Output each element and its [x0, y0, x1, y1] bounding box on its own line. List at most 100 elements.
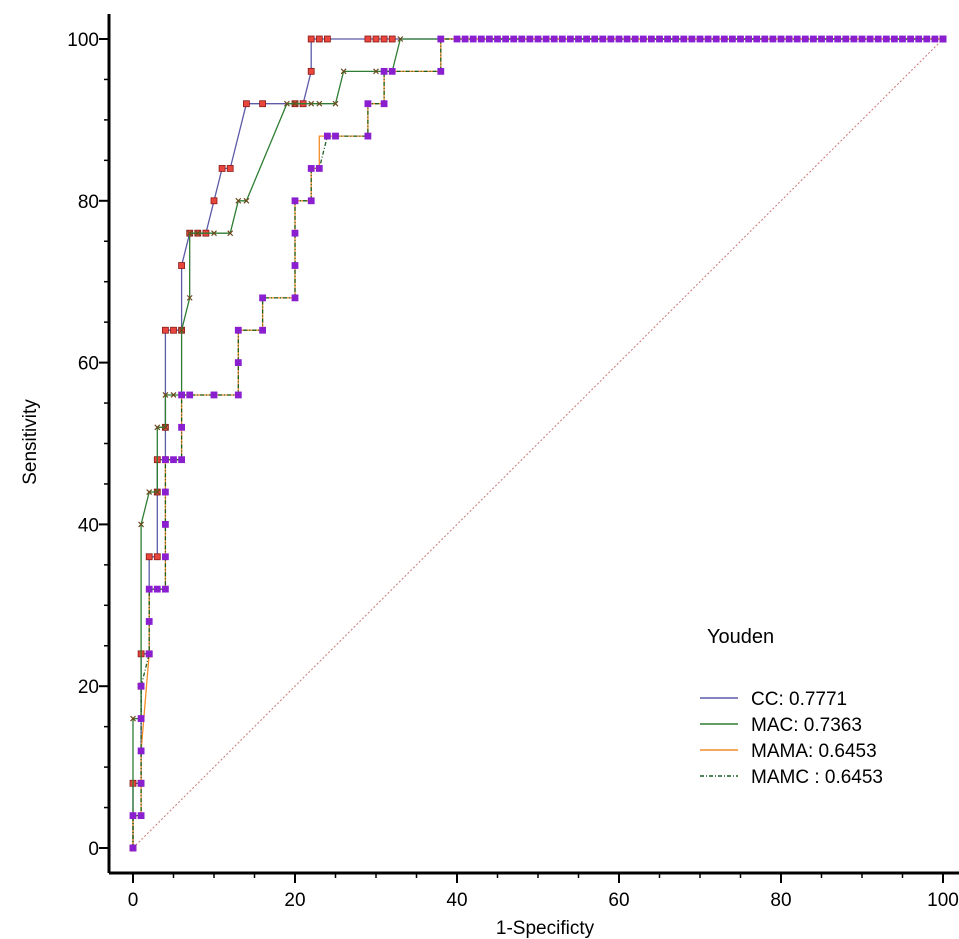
series-point: [810, 35, 817, 43]
series-point: [866, 35, 874, 43]
series-point: [469, 35, 477, 43]
series-point: [186, 391, 194, 399]
series-point: [218, 165, 226, 172]
series-point: [154, 489, 161, 495]
series-point: [639, 35, 647, 43]
series-point: [307, 165, 315, 172]
series-point: [137, 682, 145, 690]
series-point: [891, 35, 898, 43]
series-point: [494, 35, 501, 43]
y-tick-label: 40: [78, 515, 99, 536]
series-point: [720, 35, 728, 43]
y-tick-label: 0: [88, 839, 99, 860]
legend-label: MAMC : 0.6453: [751, 767, 883, 788]
series-point: [194, 230, 201, 237]
series-point: [502, 35, 510, 43]
series-point: [729, 35, 736, 43]
series-point: [664, 35, 671, 43]
series-point: [137, 715, 145, 722]
x-tick-label: 40: [446, 890, 467, 911]
series-point: [235, 197, 242, 204]
series-point: [323, 35, 331, 43]
series-point: [915, 35, 923, 43]
series-point: [623, 35, 631, 43]
legend: Youden CC: 0.7771 MAC: 0.7363 MAMA: 0.6453…: [700, 626, 883, 788]
series-point: [161, 456, 169, 464]
series-point: [526, 35, 534, 43]
legend-title: Youden: [707, 626, 774, 648]
series-point: [542, 35, 550, 43]
series-point: [380, 67, 388, 75]
series-point: [615, 35, 623, 43]
y-tick-label: 100: [67, 30, 99, 51]
series-point: [437, 67, 445, 75]
series-point: [364, 132, 372, 140]
series-point: [243, 197, 250, 204]
series-point: [753, 35, 761, 43]
series-point: [453, 35, 461, 43]
y-tick-label: 80: [78, 192, 99, 213]
series-point: [153, 585, 161, 593]
series-point: [745, 35, 752, 43]
series-point: [680, 35, 688, 43]
reference-line-layer: [132, 38, 944, 849]
series-point: [437, 35, 445, 43]
series-point: [575, 35, 582, 43]
series-point: [397, 36, 404, 42]
series-point: [291, 262, 299, 269]
series-point: [145, 553, 153, 561]
series-point: [793, 35, 801, 43]
series-point: [826, 35, 833, 43]
ticks-layer: 0 20 40 60 80 100 0 20 40 60 80 100: [67, 30, 959, 911]
series-point: [631, 35, 639, 43]
series-point: [648, 35, 655, 43]
series-point: [696, 35, 704, 43]
series-point: [923, 35, 931, 43]
x-tick-label: 80: [770, 890, 791, 911]
series-point: [210, 197, 218, 205]
series-point: [599, 35, 607, 43]
series-point: [307, 35, 315, 43]
series-point: [323, 132, 331, 140]
series-point: [316, 100, 323, 107]
series-point: [153, 553, 161, 561]
series-layer: [129, 35, 947, 852]
y-tick-label: 60: [78, 354, 99, 375]
y-axis-title: Sensitivity: [20, 399, 41, 485]
x-tick-label: 0: [128, 890, 139, 911]
series-point: [882, 35, 890, 43]
series-point: [558, 35, 566, 43]
legend-items: CC: 0.7771 MAC: 0.7363 MAMA: 0.6453 MAMC : …: [700, 689, 883, 788]
series-point: [712, 35, 720, 43]
series-point: [186, 230, 193, 237]
series-point: [388, 67, 396, 75]
series-point: [308, 100, 315, 107]
series-point: [931, 35, 939, 43]
series-point: [315, 165, 323, 172]
reference-diagonal-line: [132, 38, 944, 849]
series-point: [510, 35, 518, 43]
series-point: [137, 779, 145, 787]
series-point: [161, 585, 169, 593]
series-point: [688, 35, 696, 43]
series-point: [858, 35, 866, 43]
series-point: [567, 35, 574, 43]
series-point: [178, 262, 186, 269]
series-point: [939, 35, 947, 43]
series-point: [550, 35, 558, 43]
series-point: [137, 747, 145, 755]
series-point: [292, 100, 298, 107]
series-point: [170, 392, 177, 398]
series-line: [132, 38, 943, 848]
series-point: [145, 650, 153, 658]
series-mac: [130, 36, 946, 851]
series-point: [291, 294, 299, 302]
series-point: [129, 812, 137, 820]
series-point: [818, 35, 825, 43]
series-point: [607, 35, 615, 43]
series-point: [178, 327, 185, 334]
series-point: [283, 100, 290, 107]
series-point: [907, 35, 914, 43]
series-point: [227, 230, 234, 237]
x-tick-label: 20: [284, 890, 305, 911]
